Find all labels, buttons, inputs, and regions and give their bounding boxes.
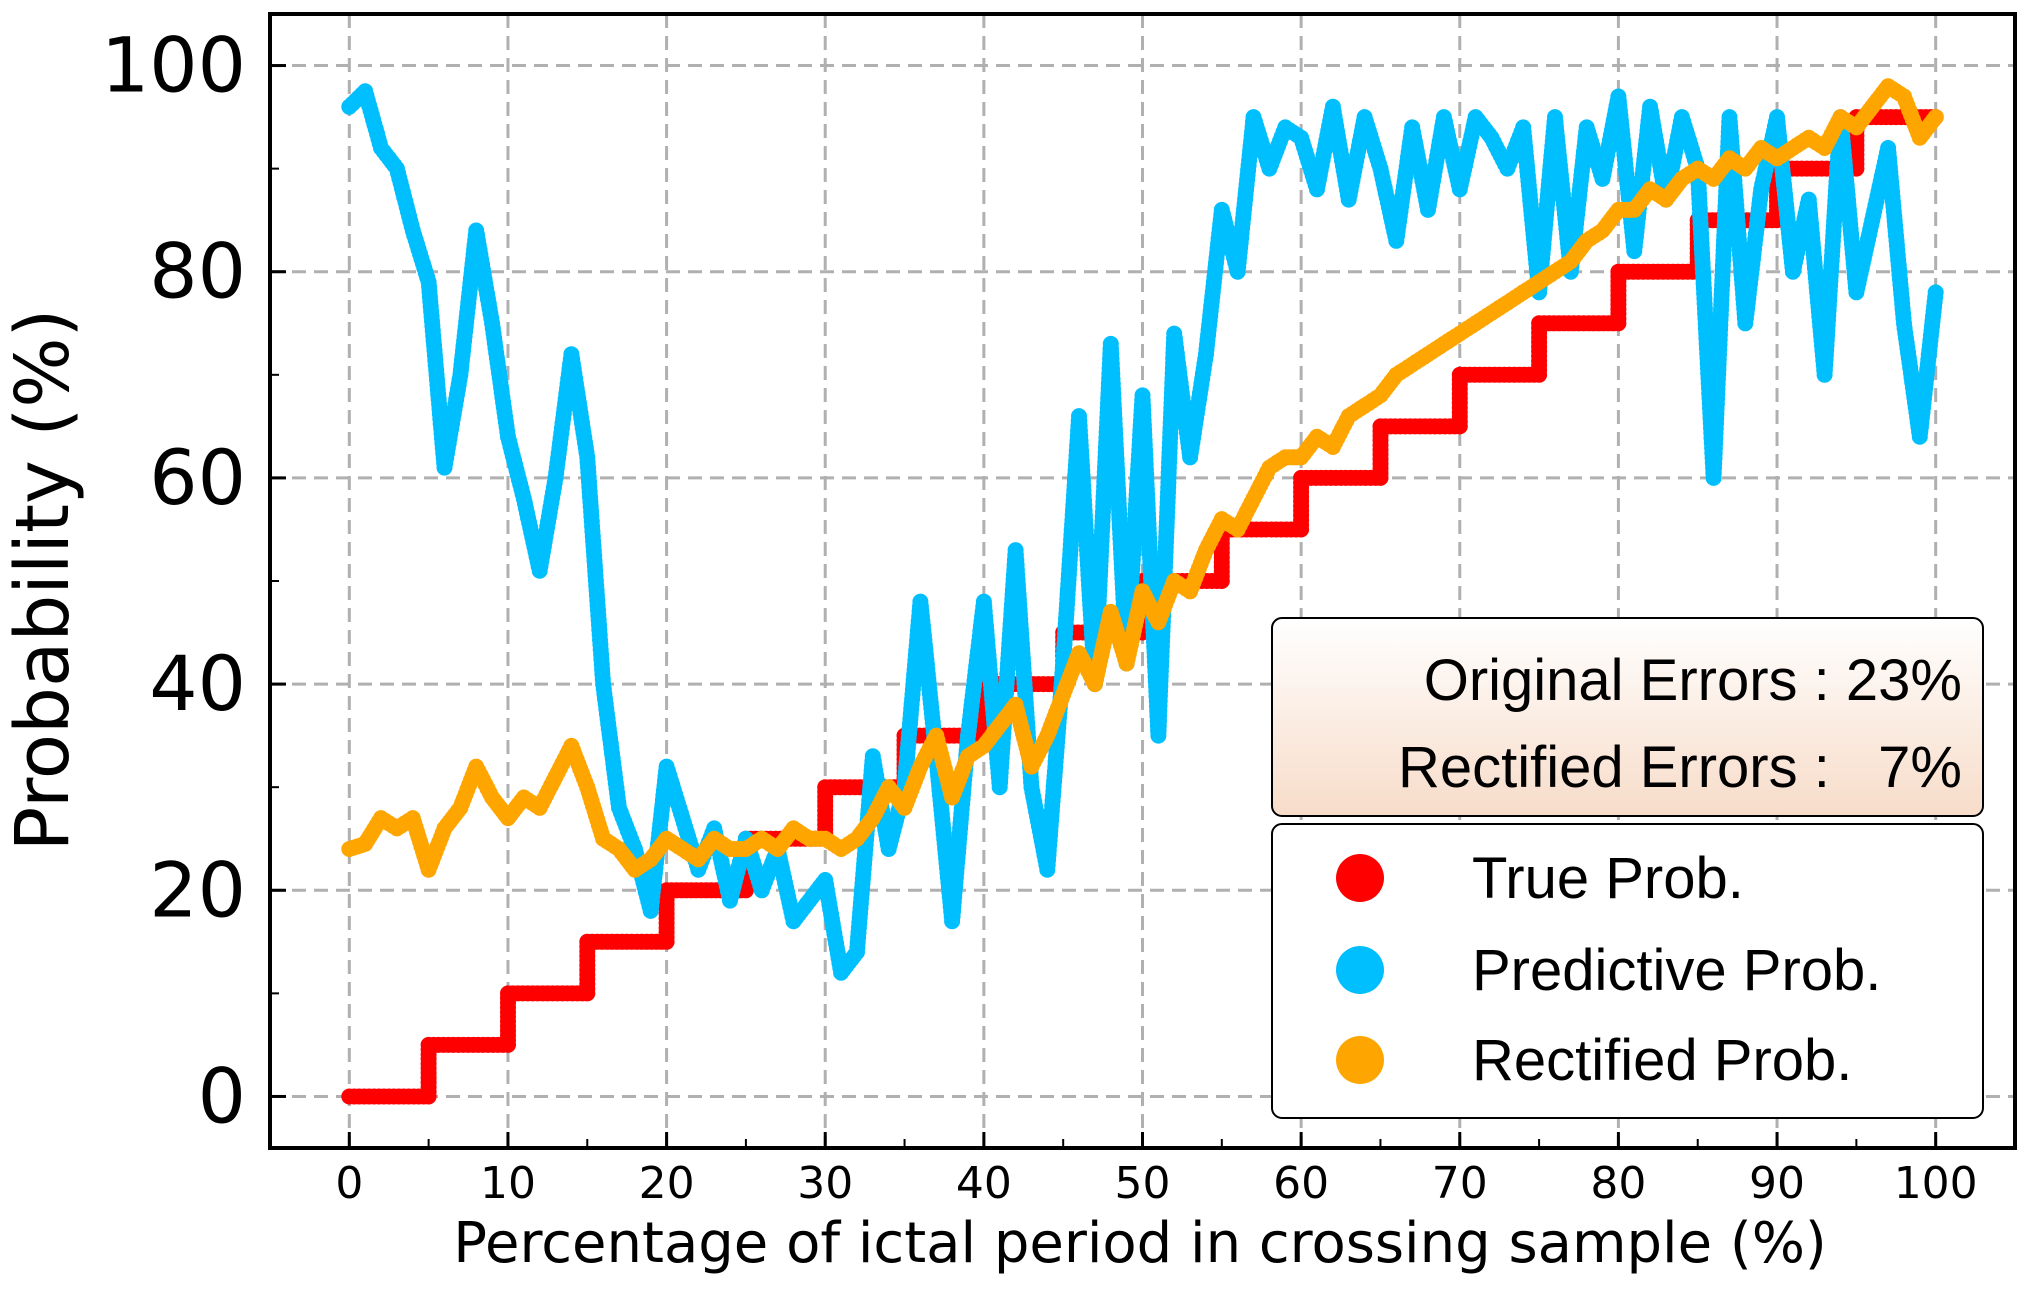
y-tick-label: 80: [149, 227, 246, 316]
x-tick-label: 20: [639, 1158, 695, 1209]
legend-label-rectified: Rectified Prob.: [1472, 1028, 1852, 1093]
y-tick-label: 60: [149, 433, 246, 522]
legend: True Prob. Predictive Prob. Rectified Pr…: [1271, 823, 1984, 1119]
x-tick-label: 60: [1273, 1158, 1329, 1209]
legend-marker-rectified: [1336, 1036, 1384, 1084]
x-tick-label: 100: [1894, 1158, 1978, 1209]
original-errors-value: 23%: [1846, 648, 1962, 713]
x-tick-label: 80: [1590, 1158, 1646, 1209]
ticks: [270, 64, 1938, 1148]
errors-annotation: Original Errors : 23% Rectified Errors :…: [1271, 617, 1984, 817]
legend-label-predictive: Predictive Prob.: [1472, 938, 1881, 1003]
x-tick-label: 90: [1749, 1158, 1805, 1209]
y-tick-label: 40: [149, 639, 246, 728]
series-layer: [341, 78, 1944, 1105]
svg-text:Rectified Errors : 7%: Rectified Errors : 7%: [1398, 735, 1962, 800]
x-axis-label: Percentage of ictal period in crossing s…: [453, 1211, 1827, 1276]
legend-marker-true: [1336, 854, 1384, 902]
tick-labels: 0 10 20 30 40 50 60 70 80 90 100 0 20 40 60 80 100: [101, 21, 1978, 1209]
y-tick-label: 20: [149, 845, 246, 934]
predictive-point: [1927, 284, 1944, 301]
x-tick-label: 50: [1115, 1158, 1171, 1209]
x-tick-label: 10: [480, 1158, 536, 1209]
rectified-errors-value: 7%: [1878, 735, 1962, 800]
y-axis-label: Probability (%): [0, 309, 86, 852]
legend-marker-predictive: [1336, 946, 1384, 994]
y-tick-label: 100: [101, 21, 246, 110]
x-tick-label: 30: [797, 1158, 853, 1209]
legend-label-true: True Prob.: [1472, 846, 1744, 911]
x-tick-label: 0: [335, 1158, 363, 1209]
series-rectified: [341, 78, 1944, 878]
x-tick-label: 40: [956, 1158, 1012, 1209]
rectified-errors-label: Rectified Errors :: [1398, 735, 1878, 800]
rectified-point: [1927, 109, 1944, 126]
y-tick-label: 0: [198, 1051, 246, 1140]
series-predictive: [341, 83, 1944, 981]
svg-text:Original Errors : 23%: Original Errors : 23%: [1424, 648, 1962, 713]
x-tick-label: 70: [1432, 1158, 1488, 1209]
original-errors-label: Original Errors :: [1424, 648, 1846, 713]
